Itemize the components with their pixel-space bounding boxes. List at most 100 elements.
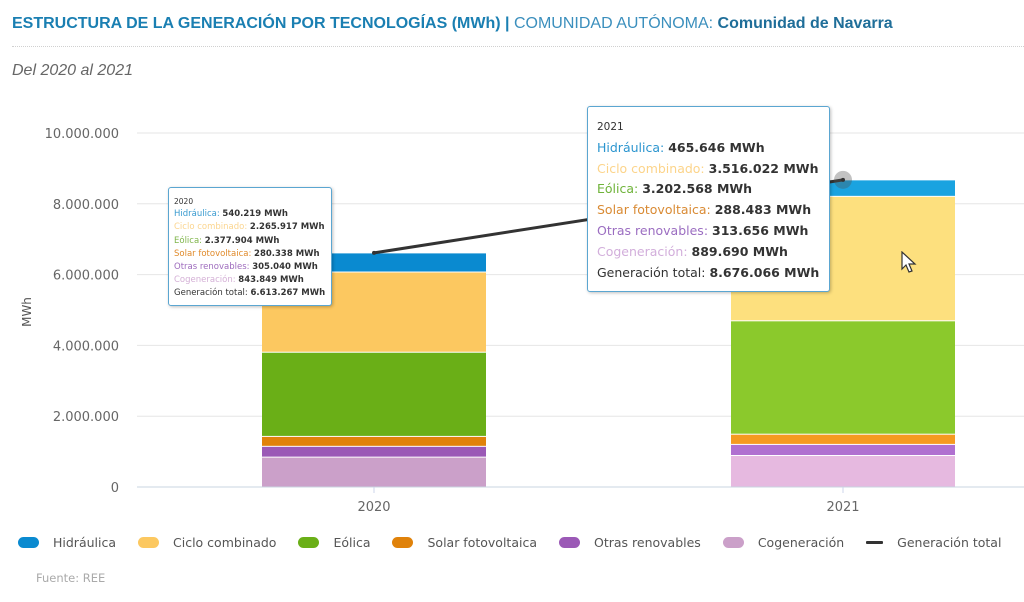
source-note: Fuente: REE — [36, 571, 106, 585]
x-tick-label: 2021 — [826, 500, 859, 515]
legend-item-cogeneración[interactable]: Cogeneración — [722, 535, 845, 550]
tooltip-label: Ciclo combinado: — [597, 160, 709, 176]
total-point-2021[interactable] — [841, 177, 845, 182]
mouse-cursor-icon — [901, 251, 917, 273]
title-divider — [12, 46, 1024, 47]
region-label: COMUNIDAD AUTÓNOMA: — [513, 15, 714, 32]
tooltip-row: Generación total: 6.613.267 MWh — [174, 287, 325, 300]
legend-swatch-icon — [722, 537, 744, 548]
tooltip-row: Hidráulica: 540.219 MWh — [174, 208, 325, 221]
tooltip-year: 2021 — [597, 121, 624, 133]
tooltip-row: Eólica: 2.377.904 MWh — [174, 235, 325, 248]
title-separator: | — [505, 15, 510, 32]
tooltip-label: Cogeneración: — [174, 275, 239, 286]
tooltip-value: 843.849 MWh — [238, 275, 304, 286]
bar-segment-cogeneración-2020[interactable] — [262, 457, 486, 487]
legend-label: Ciclo combinado — [173, 535, 277, 550]
tooltip-label: Eólica: — [174, 235, 205, 246]
tooltip-label: Eólica: — [597, 181, 643, 197]
legend-swatch-icon — [559, 537, 580, 548]
legend-label: Cogeneración — [757, 535, 845, 550]
y-axis-ticks: 0 2.000.000 4.000.000 6.000.000 8.000.000 10.… — [45, 127, 119, 496]
legend-label: Otras renovables — [594, 535, 701, 550]
tooltip-label: Solar fotovoltaica: — [174, 248, 255, 259]
y-tick-label: 0 — [111, 481, 119, 496]
bar-segment-cogeneración-2021[interactable] — [731, 456, 955, 487]
tooltip-row: Generación total: 8.676.066 MWh — [597, 263, 819, 284]
tooltip-label: Otras renovables: — [174, 262, 253, 273]
y-tick-label: 6.000.000 — [53, 269, 119, 284]
legend-label: Hidráulica — [53, 535, 117, 550]
legend-swatch-icon — [138, 537, 160, 548]
tooltip-value: 313.656 MWh — [712, 222, 809, 238]
bar-segment-eólica-2020[interactable] — [262, 352, 486, 436]
tooltip-label: Cogeneración: — [597, 243, 692, 259]
legend-item-solar-fotovoltaica[interactable]: Solar fotovoltaica — [392, 535, 537, 550]
legend-item-generación-total[interactable]: Generación total — [866, 535, 1001, 550]
tooltip-value: 305.040 MWh — [252, 262, 318, 273]
bar-segment-otras-renovables-2021[interactable] — [731, 444, 955, 456]
bar-segment-eólica-2021[interactable] — [731, 321, 955, 434]
tooltip-value: 2.265.917 MWh — [249, 222, 325, 233]
tooltip-row: Ciclo combinado: 2.265.917 MWh — [174, 221, 325, 234]
tooltip-row: Solar fotovoltaica: 288.483 MWh — [597, 200, 819, 221]
tooltip-row: Cogeneración: 889.690 MWh — [597, 242, 819, 263]
tooltip-2021: 2021 Hidráulica: 465.646 MWh Ciclo combin… — [587, 106, 831, 293]
legend-swatch-icon — [18, 537, 39, 548]
tooltip-row: Otras renovables: 313.656 MWh — [597, 221, 819, 242]
tooltip-value: 889.690 MWh — [691, 243, 788, 259]
tooltip-row: Eólica: 3.202.568 MWh — [597, 179, 819, 200]
tooltip-value: 280.338 MWh — [254, 248, 320, 259]
tooltip-value: 465.646 MWh — [668, 139, 765, 155]
tooltip-value: 3.516.022 MWh — [708, 160, 819, 176]
legend-label: Solar fotovoltaica — [427, 535, 537, 550]
tooltip-value: 2.377.904 MWh — [204, 235, 280, 246]
y-axis-label: MWh — [20, 297, 34, 327]
legend-label: Eólica — [333, 535, 371, 550]
legend-label: Generación total — [897, 535, 1002, 550]
tooltip-value: 540.219 MWh — [222, 209, 288, 220]
x-tick-label: 2020 — [357, 500, 390, 515]
tooltip-label: Hidráulica: — [597, 139, 669, 155]
tooltip-row: Otras renovables: 305.040 MWh — [174, 261, 325, 274]
tooltip-row: Ciclo combinado: 3.516.022 MWh — [597, 159, 819, 180]
chart-title: ESTRUCTURA DE LA GENERACIÓN POR TECNOLOG… — [12, 15, 893, 33]
bar-segment-solar-fotovoltaica-2021[interactable] — [731, 434, 955, 444]
tooltip-row: Hidráulica: 465.646 MWh — [597, 138, 819, 159]
y-tick-label: 10.000.000 — [45, 127, 119, 142]
legend-item-eólica[interactable]: Eólica — [298, 535, 370, 550]
y-tick-label: 4.000.000 — [53, 339, 119, 354]
tooltip-value: 3.202.568 MWh — [642, 181, 753, 197]
tooltip-value: 6.613.267 MWh — [250, 288, 326, 299]
tooltip-label: Otras renovables: — [597, 222, 713, 238]
legend-item-hidráulica[interactable]: Hidráulica — [18, 535, 116, 550]
tooltip-label: Generación total: — [597, 264, 710, 280]
tooltip-year: 2020 — [174, 197, 194, 206]
tooltip-label: Ciclo combinado: — [174, 222, 250, 233]
legend-swatch-icon — [298, 537, 320, 548]
y-tick-label: 8.000.000 — [53, 198, 119, 213]
tooltip-row: Cogeneración: 843.849 MWh — [174, 274, 325, 287]
region-value: Comunidad de Navarra — [717, 15, 893, 32]
tooltip-2020: 2020 Hidráulica: 540.219 MWh Ciclo combin… — [168, 187, 333, 306]
x-axis-ticks: 2020 2021 — [357, 487, 860, 515]
tooltip-label: Solar fotovoltaica: — [597, 202, 715, 218]
tooltip-value: 288.483 MWh — [714, 202, 812, 218]
bars — [262, 180, 955, 487]
chart-legend: Hidráulica Ciclo combinado Eólica Solar fot… — [18, 535, 1023, 550]
legend-item-ciclo-combinado[interactable]: Ciclo combinado — [138, 535, 276, 550]
tooltip-row: Solar fotovoltaica: 280.338 MWh — [174, 248, 325, 261]
legend-item-otras-renovables[interactable]: Otras renovables — [559, 535, 701, 550]
tooltip-value: 8.676.066 MWh — [709, 264, 820, 280]
bar-segment-otras-renovables-2020[interactable] — [262, 446, 486, 457]
tooltip-label: Hidráulica: — [174, 209, 223, 220]
tooltip-label: Generación total: — [174, 288, 251, 299]
legend-swatch-icon — [392, 537, 414, 548]
total-point-2020[interactable] — [372, 250, 376, 255]
chart-subtitle: Del 2020 al 2021 — [12, 62, 133, 79]
bar-segment-solar-fotovoltaica-2020[interactable] — [262, 436, 486, 446]
title-main: ESTRUCTURA DE LA GENERACIÓN POR TECNOLOG… — [12, 15, 501, 32]
legend-line-icon — [866, 541, 884, 544]
y-tick-label: 2.000.000 — [53, 410, 119, 425]
